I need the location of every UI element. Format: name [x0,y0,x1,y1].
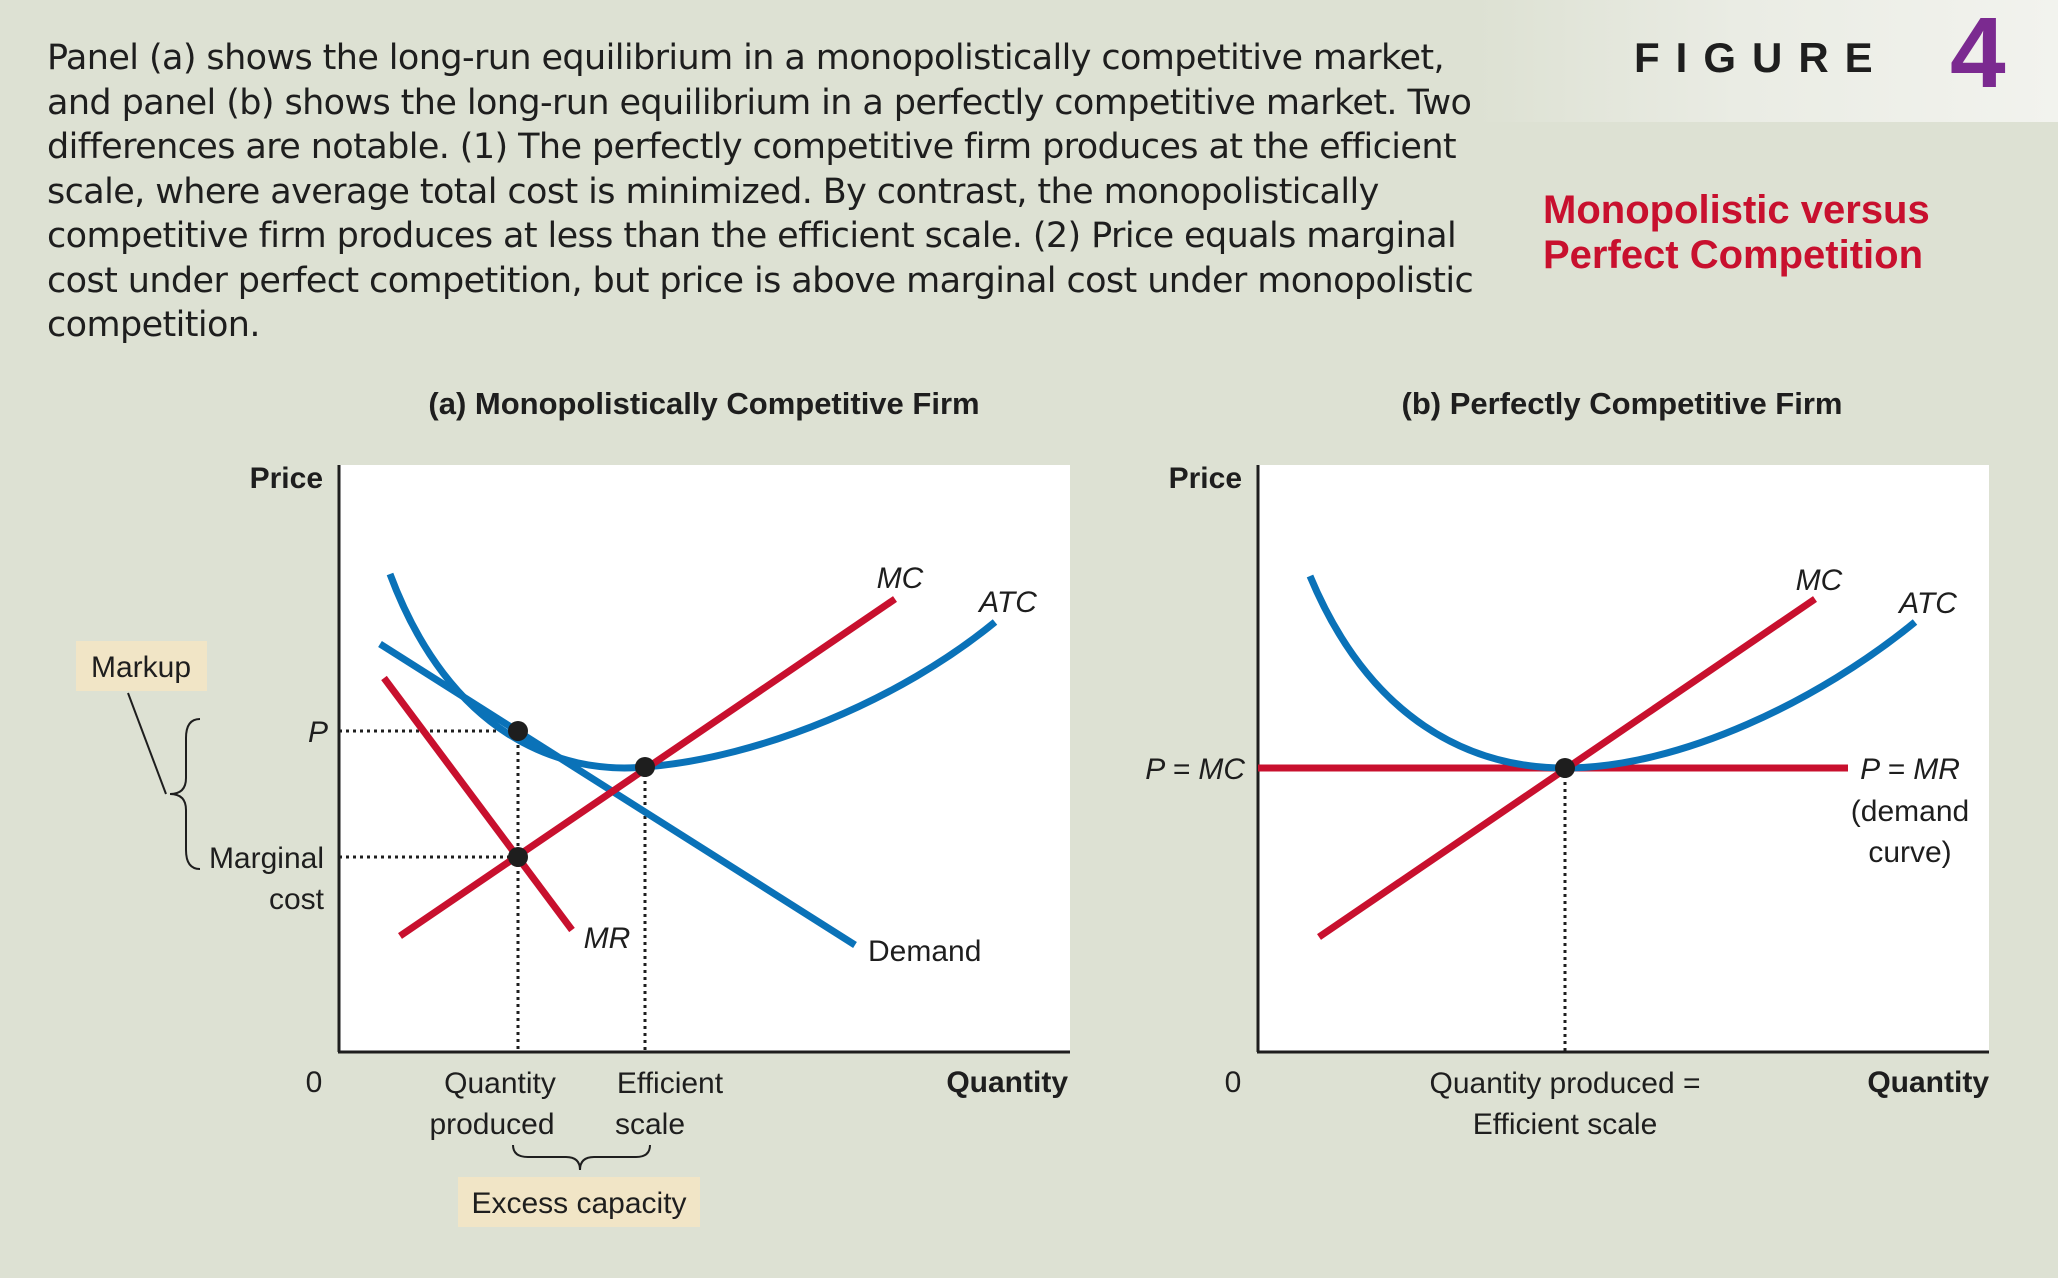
efficient-scale-label-2: scale [615,1108,685,1141]
panel-a-price-point [508,721,528,741]
panel-a-mc-point [508,847,528,867]
panel-b-qty-label-1: Quantity produced = [1429,1067,1700,1100]
panel-a-price-label: P [308,716,328,749]
figure-header-box [1478,0,2058,122]
panel-b-origin: 0 [1225,1066,1242,1099]
qty-produced-label-1: Quantity [444,1067,556,1100]
panel-a-atc-label: ATC [977,586,1037,619]
panel-a-y-axis-label: Price [250,462,323,495]
panel-a-demand-curve [378,641,857,948]
markup-label: Markup [91,651,191,684]
panel-b-mc-label: MC [1796,564,1843,597]
markup-pointer [127,692,167,795]
panel-b-demand-label-2: (demand [1851,795,1969,828]
figure-number: 4 [1950,0,2006,109]
panel-b-demand-label-1: P = MR [1860,753,1960,786]
excess-capacity-label: Excess capacity [471,1187,686,1220]
panel-b-plot-area [1257,465,1989,1052]
panel-b-title: (b) Perfectly Competitive Firm [1402,386,1843,421]
panel-a-marginal-cost-label-2: cost [269,883,325,916]
panel-a-mr-curve [381,675,575,933]
figure-title-line2: Perfect Competition [1543,233,1924,277]
efficient-scale-label-1: Efficient [617,1067,724,1100]
qty-produced-label-2: produced [429,1108,554,1141]
markup-tag [76,641,207,691]
panel-b-x-axis-label: Quantity [1867,1066,1989,1099]
panel-b-qty-label-2: Efficient scale [1473,1108,1658,1141]
panel-a-demand-label: Demand [868,935,981,968]
panel-a-marginal-cost-label-1: Marginal [209,842,324,875]
panel-b: (b) Perfectly Competitive Firm Price Qua… [1145,386,1989,1141]
panel-a: (a) Monopolistically Competitive Firm Pr… [76,386,1070,1227]
markup-brace [169,718,201,870]
panel-b-price-label: P = MC [1145,753,1245,786]
panel-b-atc-label: ATC [1897,587,1957,620]
panel-b-demand-label-3: curve) [1868,836,1951,869]
excess-capacity-tag [458,1177,700,1227]
panel-a-x-axis-label: Quantity [946,1066,1068,1099]
panel-a-efficient-point [635,757,655,777]
panel-a-origin: 0 [306,1066,323,1099]
panel-b-equilibrium-point [1555,758,1575,778]
panel-a-mc-label: MC [877,562,924,595]
excess-capacity-brace [512,1144,651,1171]
figure-title-line1: Monopolistic versus [1543,188,1930,232]
figure-label: FIGURE [1634,34,1889,81]
panel-a-title: (a) Monopolistically Competitive Firm [428,386,979,421]
panel-a-mr-label: MR [584,922,631,955]
figure-title: Monopolistic versus Perfect Competition [1543,188,1930,278]
panel-b-y-axis-label: Price [1169,462,1242,495]
figure-caption: Panel (a) shows the long-run equilibrium… [47,38,1474,345]
